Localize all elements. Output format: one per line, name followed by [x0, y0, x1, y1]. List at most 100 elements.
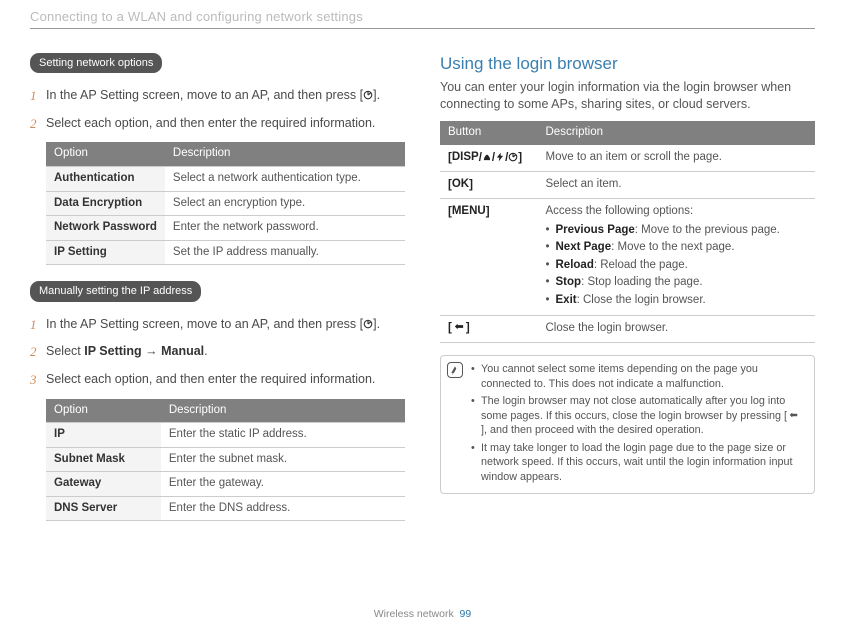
menu-label: MENU — [452, 204, 486, 220]
back-icon — [787, 410, 800, 420]
col-description: Description — [165, 142, 405, 166]
cell-desc: Access the following options: Previous P… — [538, 199, 816, 316]
step-m2-arrow: → — [142, 344, 161, 358]
opt-desc: : Close the login browser. — [577, 294, 706, 306]
note-list: You cannot select some items depending o… — [471, 362, 806, 485]
opt-desc: : Move to the previous page. — [635, 224, 780, 236]
header-rule — [30, 28, 815, 29]
flash-icon — [495, 152, 505, 162]
timer-icon — [363, 319, 373, 329]
step-m2-b2: Manual — [161, 344, 204, 358]
step-number: 2 — [30, 343, 46, 361]
col-option: Option — [46, 142, 165, 166]
cell-desc: Enter the network password. — [165, 216, 405, 241]
table-row: AuthenticationSelect a network authentic… — [46, 167, 405, 192]
cell-label: DNS Server — [46, 496, 161, 521]
list-item: The login browser may not close automati… — [471, 394, 806, 438]
list-item: It may take longer to load the login pag… — [471, 441, 806, 485]
table-row: Data EncryptionSelect an encryption type… — [46, 191, 405, 216]
timer-icon — [508, 152, 518, 162]
step-1: 1 In the AP Setting screen, move to an A… — [30, 87, 405, 105]
cell-label: Subnet Mask — [46, 447, 161, 472]
cell-label: Network Password — [46, 216, 165, 241]
page-header: Connecting to a WLAN and configuring net… — [30, 8, 815, 26]
table-row: Network PasswordEnter the network passwo… — [46, 216, 405, 241]
cell-button: [MENU] — [440, 199, 538, 316]
step-number: 1 — [30, 87, 46, 105]
list-item: You cannot select some items depending o… — [471, 362, 806, 391]
options-table-2: Option Description IPEnter the static IP… — [46, 399, 405, 522]
opt-name: Exit — [556, 294, 577, 306]
cell-button: [OK] — [440, 172, 538, 199]
ok-label: OK — [452, 177, 469, 193]
step-number: 3 — [30, 371, 46, 389]
table-row: [DISP///] Move to an item or scroll the … — [440, 145, 815, 172]
table-row: [] Close the login browser. — [440, 316, 815, 343]
cell-button: [] — [440, 316, 538, 343]
note2-b: ], and then proceed with the desired ope… — [481, 424, 704, 436]
opt-desc: : Stop loading the page. — [581, 276, 703, 288]
disp-label: DISP — [452, 150, 479, 166]
cell-label: Data Encryption — [46, 191, 165, 216]
list-item: Stop: Stop loading the page. — [546, 275, 808, 291]
col-button: Button — [440, 121, 538, 145]
footer-text: Wireless network — [374, 608, 454, 620]
options-table-1: Option Description AuthenticationSelect … — [46, 142, 405, 265]
step-m3: 3 Select each option, and then enter the… — [30, 371, 405, 389]
table-row: [OK] Select an item. — [440, 172, 815, 199]
step-2: 2 Select each option, and then enter the… — [30, 115, 405, 133]
step-m2-pre: Select — [46, 344, 84, 358]
step-m1: 1 In the AP Setting screen, move to an A… — [30, 316, 405, 334]
content-columns: Setting network options 1 In the AP Sett… — [30, 53, 815, 538]
col-option: Option — [46, 399, 161, 423]
cell-desc: Enter the gateway. — [161, 472, 405, 497]
step-1-text-a: In the AP Setting screen, move to an AP,… — [46, 88, 363, 102]
table-header-row: Button Description — [440, 121, 815, 145]
list-item: Next Page: Move to the next page. — [546, 240, 808, 256]
timer-icon — [363, 90, 373, 100]
list-item: Previous Page: Move to the previous page… — [546, 223, 808, 239]
cell-desc: Select an encryption type. — [165, 191, 405, 216]
table-header-row: Option Description — [46, 399, 405, 423]
col-description: Description — [161, 399, 405, 423]
section-heading: Using the login browser — [440, 53, 815, 76]
left-column: Setting network options 1 In the AP Sett… — [30, 53, 405, 538]
opt-desc: : Reload the page. — [594, 259, 688, 271]
step-m2-post: . — [204, 344, 207, 358]
cell-desc: Move to an item or scroll the page. — [538, 145, 816, 172]
table-row: IPEnter the static IP address. — [46, 423, 405, 448]
cell-label: Gateway — [46, 472, 161, 497]
table-row: IP SettingSet the IP address manually. — [46, 240, 405, 265]
list-item: Exit: Close the login browser. — [546, 293, 808, 309]
cell-label: IP — [46, 423, 161, 448]
table-header-row: Option Description — [46, 142, 405, 166]
cell-desc: Enter the DNS address. — [161, 496, 405, 521]
bracket-close: ] — [466, 322, 470, 334]
page-footer: Wireless network 99 — [0, 607, 845, 621]
table-row: DNS ServerEnter the DNS address. — [46, 496, 405, 521]
cell-desc: Select an item. — [538, 172, 816, 199]
bracket-close: ] — [469, 179, 473, 191]
note2-a: The login browser may not close automati… — [481, 395, 787, 422]
opt-name: Previous Page — [556, 224, 635, 236]
list-item: Reload: Reload the page. — [546, 258, 808, 274]
step-m1-text-b: ]. — [373, 317, 380, 331]
menu-options-list: Previous Page: Move to the previous page… — [546, 223, 808, 309]
cell-label: IP Setting — [46, 240, 165, 265]
back-icon — [452, 321, 466, 332]
step-number: 1 — [30, 316, 46, 334]
step-text: Select IP Setting → Manual. — [46, 343, 405, 361]
table-row: GatewayEnter the gateway. — [46, 472, 405, 497]
right-column: Using the login browser You can enter yo… — [440, 53, 815, 538]
step-text: Select each option, and then enter the r… — [46, 371, 405, 389]
note-box: You cannot select some items depending o… — [440, 355, 815, 495]
step-m2-b1: IP Setting — [84, 344, 141, 358]
menu-intro: Access the following options: — [546, 205, 694, 217]
step-text: Select each option, and then enter the r… — [46, 115, 405, 133]
pill-manual-ip: Manually setting the IP address — [30, 281, 201, 302]
section-intro: You can enter your login information via… — [440, 79, 815, 113]
pill-network-options: Setting network options — [30, 53, 162, 74]
step-text: In the AP Setting screen, move to an AP,… — [46, 316, 405, 334]
cell-desc: Enter the subnet mask. — [161, 447, 405, 472]
bracket-close: ] — [486, 206, 490, 218]
